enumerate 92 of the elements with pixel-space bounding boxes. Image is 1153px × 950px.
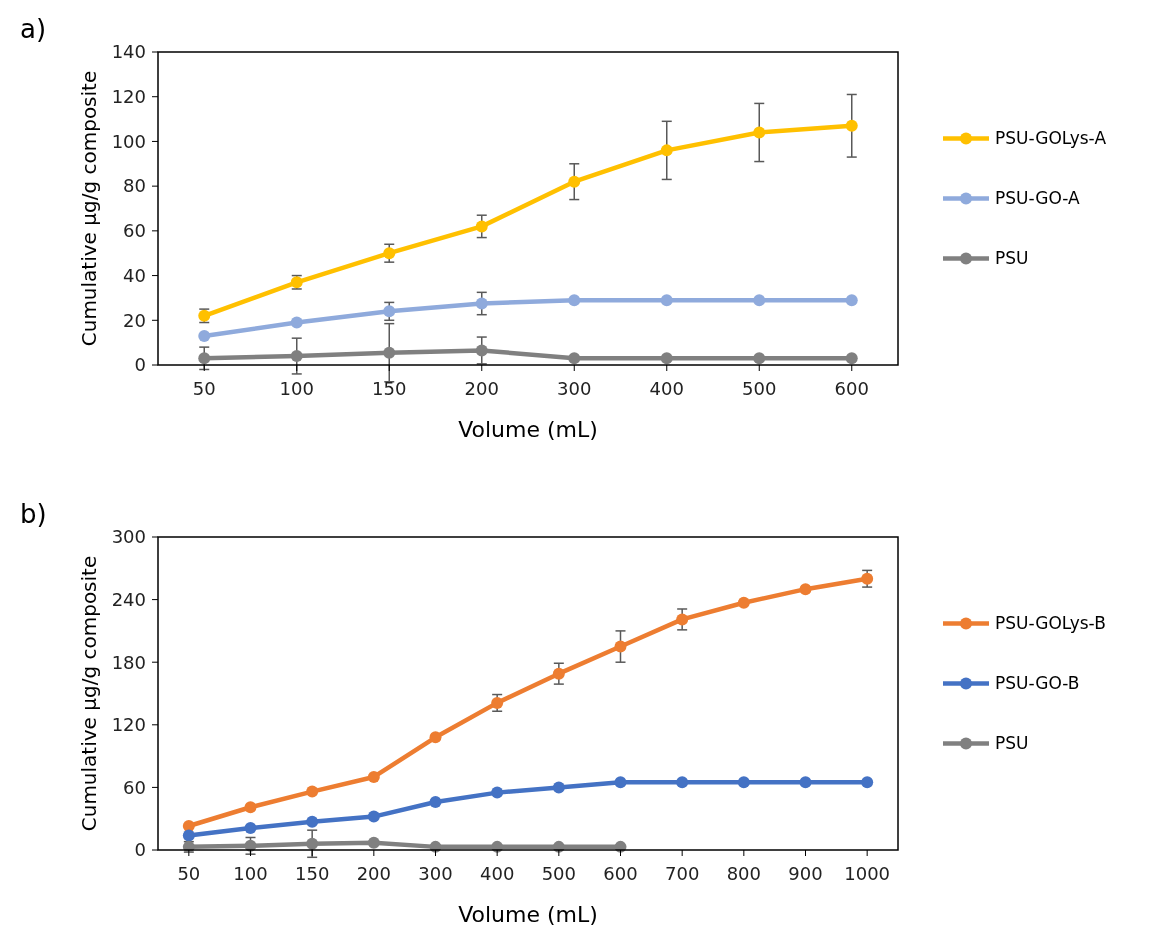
point [737,596,750,609]
text: b) [20,499,47,529]
y-tick-label: 240 [111,588,146,610]
x-axis-title: Volume (mL) [458,417,598,442]
point [552,667,565,680]
y-tick-label: 100 [111,130,146,152]
x-tick-label: 300 [557,378,592,399]
y-tick-label: 60 [123,220,146,242]
point [383,305,396,318]
x-tick-label: 300 [418,863,453,884]
point [568,352,581,365]
point [491,786,504,799]
point [660,144,673,157]
point [475,344,488,357]
x-tick-label: 800 [726,863,762,884]
point [244,822,257,835]
x-tick-label: 150 [372,378,407,399]
y-tick-label: 0 [134,839,146,861]
y-tick-label: 120 [111,714,146,736]
point [383,247,396,260]
point [290,316,303,329]
x-tick-label: 600 [603,863,638,884]
point [753,352,766,365]
x-tick-label: 150 [294,863,330,884]
legend-label: PSU-GOLys-A [995,128,1107,149]
point [475,220,488,233]
x-tick-label: 600 [834,378,869,399]
x-tick-label: 400 [649,378,684,399]
point [753,294,766,307]
point [799,583,812,596]
x-tick-label: 100 [279,378,314,399]
y-tick-label: 120 [111,86,146,108]
point [475,297,488,310]
x-tick-label: 700 [664,863,700,884]
x-tick-label: 500 [742,378,777,399]
x-tick-label: 900 [788,863,823,884]
x-tick-label: 50 [177,863,201,884]
y-tick-label: 40 [123,264,146,286]
x-tick-label: 50 [192,378,216,399]
legend-label: PSU [995,248,1029,269]
y-tick-label: 0 [134,354,146,376]
point [367,836,380,849]
point [845,352,858,365]
point [568,294,581,307]
point [568,175,581,188]
y-tick-label: 300 [111,526,146,548]
point [244,801,257,814]
point [182,820,195,832]
point [429,796,442,809]
y-tick-label: 20 [123,309,146,331]
point [182,829,195,842]
point [383,346,396,359]
point [429,731,442,744]
point [306,785,319,798]
point [845,294,858,307]
x-tick-label: 400 [479,863,515,884]
y-tick-label: 140 [111,41,146,63]
y-tick-label: 60 [123,776,146,798]
legend-label: PSU-GO-B [995,673,1080,694]
x-axis-title: Volume (mL) [458,902,598,927]
point [676,613,689,626]
legend-label: PSU-GOLys-B [995,613,1106,634]
legend-label: PSU-GO-A [995,188,1081,209]
y-tick-label: 180 [111,651,146,673]
x-tick-label: 100 [233,863,268,884]
text: a) [20,14,47,44]
point [737,776,750,789]
x-tick-label: 1000 [844,863,891,884]
point [306,837,319,850]
x-tick-label: 200 [356,863,392,884]
point [753,126,766,139]
point [367,770,380,783]
y-tick-label: 80 [123,175,146,197]
point [861,776,874,789]
y-axis-title: Cumulative μg/g composite [77,70,101,347]
point [614,776,627,789]
point [660,294,673,307]
point [845,119,858,132]
point [306,815,319,828]
x-tick-label: 500 [541,863,577,884]
point [198,352,211,365]
point [799,776,812,789]
legend-label: PSU [995,733,1029,754]
point [660,352,673,365]
y-axis-title: Cumulative μg/g composite [77,555,101,832]
point [198,329,211,342]
point [290,350,303,363]
point [614,640,627,653]
point [676,776,689,789]
point [367,810,380,823]
point [552,781,565,794]
x-tick-label: 200 [464,378,499,399]
